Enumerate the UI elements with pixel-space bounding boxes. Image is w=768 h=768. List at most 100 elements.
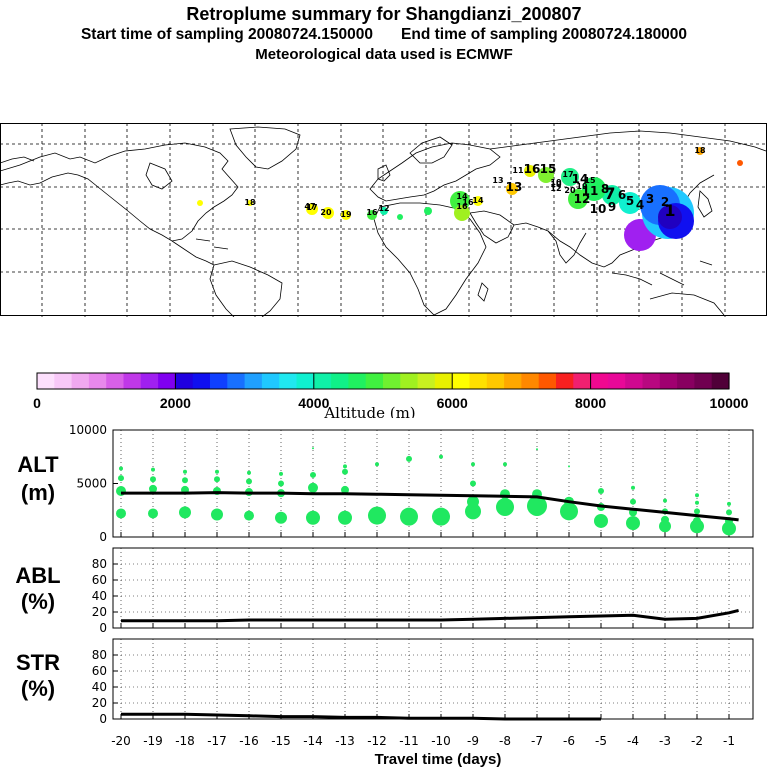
altitude-dot <box>560 502 578 521</box>
altitude-dot <box>310 471 316 478</box>
colorbar-cell <box>659 373 678 389</box>
x-tick-labels: -20 -19 -18 -17 -16 -15 -14 -13 -12 -11 -10 -9 -8 -7 -… <box>111 734 735 748</box>
plume-blob <box>524 165 536 177</box>
se-asia-islands <box>611 260 713 286</box>
plume-day-label: 11 <box>512 166 524 175</box>
altitude-dot <box>496 498 514 517</box>
altitude-dot <box>215 469 219 474</box>
x-tick-label: -16 <box>239 734 259 748</box>
colorbar-cell <box>521 373 540 389</box>
colorbar-cell <box>625 373 644 389</box>
colorbar-cell <box>556 373 574 389</box>
plume-day-label: 1 <box>664 201 675 220</box>
altitude-dot <box>247 470 251 475</box>
plume-blob <box>367 210 377 220</box>
colorbar-cells <box>37 373 730 389</box>
plume-day-label: 7 <box>604 184 615 203</box>
colorbar-cell <box>192 373 211 389</box>
colorbar-cell <box>158 373 176 389</box>
colorbar-cell <box>123 373 142 389</box>
colorbar-cell <box>573 373 592 389</box>
y-tick-label: 40 <box>92 589 107 603</box>
colorbar-cell <box>279 373 298 389</box>
colorbar-cell <box>106 373 125 389</box>
x-tick-label: -19 <box>143 734 163 748</box>
x-tick-label: -2 <box>691 734 703 748</box>
north-america-coast <box>0 142 239 242</box>
plume-day-label: 13 <box>506 180 523 194</box>
abl-ylabel: ABL <box>15 563 60 588</box>
altitude-dot <box>470 480 476 487</box>
altitude-dot <box>663 498 667 503</box>
colorbar-cell <box>538 373 557 389</box>
str-yunit: (%) <box>21 676 55 701</box>
end-time-label: End time of sampling 20080724.180000 <box>401 26 688 43</box>
altitude-dot <box>214 476 220 483</box>
alt-panel: 0 5000 10000 ALT (m) <box>17 423 754 544</box>
altitude-dot <box>406 455 412 462</box>
colorbar-cell <box>331 373 349 389</box>
x-tick-label: -13 <box>335 734 355 748</box>
south-america-coast <box>209 260 283 317</box>
plume-day-label: 18 <box>244 198 256 207</box>
y-tick-label: 5000 <box>76 477 107 491</box>
str-grid <box>113 639 753 720</box>
altitude-dot <box>432 507 450 526</box>
x-tick-label: -20 <box>111 734 131 748</box>
alt-mean-line <box>121 491 739 522</box>
altitude-dot <box>119 466 123 471</box>
altitude-dot <box>631 485 635 490</box>
altitude-dot <box>693 516 701 525</box>
y-tick-label: 0 <box>99 530 107 544</box>
abl-panel-frame <box>112 547 754 629</box>
plume-day-label: 10 <box>550 178 562 187</box>
greenland-coast <box>229 126 301 170</box>
colorbar-cell <box>37 373 55 389</box>
abl-grid <box>113 548 753 629</box>
plume-blob <box>538 167 554 183</box>
altitude-dot <box>626 516 640 531</box>
alt-yunit: (m) <box>21 480 55 505</box>
colorbar-cell <box>711 373 730 389</box>
africa-coast <box>373 202 487 316</box>
plume-day-label: 15 <box>540 162 557 176</box>
x-tick-label: -5 <box>595 734 607 748</box>
altitude-dot <box>471 462 475 467</box>
altitude-dot <box>467 495 479 508</box>
altitude-dot <box>659 520 671 533</box>
alt-panel-frame <box>112 429 754 538</box>
colorbar-cell <box>417 373 436 389</box>
colorbar-cell <box>313 373 332 389</box>
colorbar-cell <box>452 373 471 389</box>
altitude-dot <box>695 500 699 505</box>
altitude-dot <box>695 493 699 498</box>
x-tick-label: -17 <box>207 734 227 748</box>
x-tick-label: -1 <box>723 734 735 748</box>
altitude-dot <box>568 465 570 468</box>
plume-day-label: 10 <box>590 202 607 216</box>
altitude-dot <box>183 469 187 474</box>
madagascar <box>477 282 489 302</box>
y-tick-label: 10000 <box>69 423 107 437</box>
altitude-dot <box>400 507 418 526</box>
plume-day-label: 12 <box>378 204 389 213</box>
altitude-dot <box>149 484 157 493</box>
altitude-dot <box>527 495 547 516</box>
colorbar-tick: 10000 <box>710 395 749 411</box>
altitude-dot <box>722 521 736 536</box>
colorbar-tick: 2000 <box>160 395 191 411</box>
str-ylabel: STR <box>16 650 60 675</box>
australia-coast <box>649 292 725 316</box>
chart-title: Retroplume summary for Shangdianzi_20080… <box>186 4 582 24</box>
plume-blob <box>582 177 606 201</box>
altitude-dot <box>726 509 732 516</box>
colorbar-tick: 6000 <box>437 395 468 411</box>
altitude-dot <box>375 462 379 467</box>
x-tick-label: -6 <box>563 734 575 748</box>
colorbar-cell <box>607 373 626 389</box>
colorbar-cell <box>677 373 695 389</box>
colorbar-tick: 8000 <box>575 395 606 411</box>
colorbar-cell <box>210 373 228 389</box>
india <box>547 230 587 264</box>
plume-day-label: 14 <box>456 192 468 201</box>
